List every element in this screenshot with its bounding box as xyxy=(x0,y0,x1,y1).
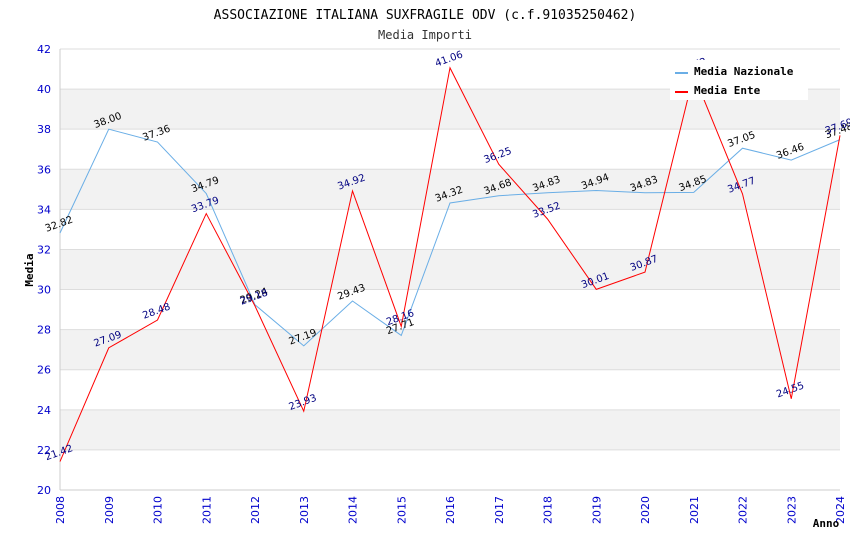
grid-band xyxy=(60,409,840,450)
chart-title: ASSOCIAZIONE ITALIANA SUXFRAGILE ODV (c.… xyxy=(214,8,637,23)
x-tick-label: 2016 xyxy=(444,496,457,524)
gridlines xyxy=(60,48,840,491)
legend-label-media-nazionale: Media Nazionale xyxy=(694,65,794,78)
background-bands xyxy=(60,89,840,450)
y-tick-label: 30 xyxy=(37,284,51,297)
data-label: 37.05 xyxy=(726,130,757,150)
y-tick-label: 20 xyxy=(37,484,51,497)
x-tick-label: 2009 xyxy=(103,496,116,524)
series-lines xyxy=(59,66,841,462)
y-tick-label: 32 xyxy=(37,243,51,256)
legend: Media Nazionale Media Ente xyxy=(670,60,808,100)
y-tick-label: 42 xyxy=(37,43,51,56)
x-tick-label: 2014 xyxy=(347,496,360,524)
data-label: 32.82 xyxy=(44,215,75,235)
x-tick-label: 2011 xyxy=(200,496,213,524)
y-tick-label: 26 xyxy=(37,364,51,377)
y-axis-label: Media xyxy=(23,253,36,286)
x-tick-label: 2019 xyxy=(590,496,603,524)
x-tick-label: 2024 xyxy=(834,496,847,524)
x-tick-labels: 2008 2009 2010 2011 2012 2013 2014 2015 2016 2017… xyxy=(54,496,847,524)
x-tick-label: 2021 xyxy=(688,496,701,524)
x-tick-label: 2015 xyxy=(395,496,408,524)
x-tick-label: 2008 xyxy=(54,496,67,524)
y-tick-label: 40 xyxy=(37,83,51,96)
data-label: 24.55 xyxy=(775,380,806,400)
x-tick-label: 2022 xyxy=(737,496,750,524)
x-tick-label: 2018 xyxy=(542,496,555,524)
x-tick-label: 2013 xyxy=(298,496,311,524)
y-tick-label: 34 xyxy=(37,203,51,216)
data-label: 36.46 xyxy=(775,142,806,162)
x-tick-label: 2012 xyxy=(249,496,262,524)
data-label: 41.06 xyxy=(434,49,465,69)
grid-band xyxy=(60,249,840,290)
legend-label-media-ente: Media Ente xyxy=(694,84,761,97)
x-axis-label: Anno xyxy=(813,517,840,530)
y-tick-label: 22 xyxy=(37,444,51,457)
chart-subtitle: Media Importi xyxy=(378,28,472,42)
data-label: 28.48 xyxy=(141,302,172,322)
y-tick-label: 28 xyxy=(37,324,51,337)
x-tick-label: 2020 xyxy=(639,496,652,524)
x-tick-label: 2023 xyxy=(785,496,798,524)
x-tick-label: 2010 xyxy=(152,496,165,524)
y-tick-label: 24 xyxy=(37,404,51,417)
legend-box xyxy=(670,60,808,100)
series-line-media-ente xyxy=(59,66,841,462)
series-line-media-nazionale xyxy=(59,128,841,347)
y-tick-labels: 20 22 24 26 28 30 32 34 36 38 40 42 xyxy=(37,43,51,497)
grid-band xyxy=(60,329,840,370)
y-tick-label: 38 xyxy=(37,123,51,136)
y-tick-label: 36 xyxy=(37,163,51,176)
x-tick-label: 2017 xyxy=(493,496,506,524)
